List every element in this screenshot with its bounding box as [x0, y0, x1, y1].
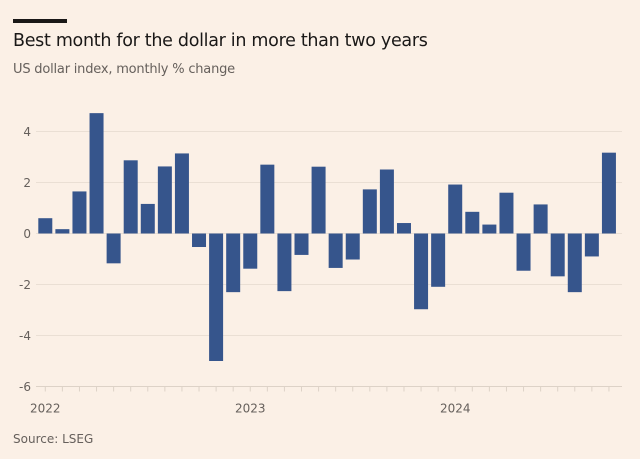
- bar-2023-02: [260, 164, 275, 234]
- bar-2023-01: [243, 233, 258, 269]
- y-tick-label: -2: [19, 278, 31, 292]
- y-tick-label: -4: [19, 329, 31, 343]
- bar-2022-06: [123, 160, 138, 234]
- bar-2022-03: [72, 191, 87, 234]
- bar-2023-12: [431, 233, 446, 287]
- y-tick-label: 2: [23, 176, 31, 190]
- bar-2024-10: [601, 152, 616, 234]
- bar-2022-02: [55, 229, 70, 234]
- bar-2024-09: [584, 233, 599, 257]
- bar-2024-04: [499, 192, 514, 234]
- bar-2023-11: [414, 233, 429, 310]
- bar-2023-07: [345, 233, 360, 260]
- bars: [38, 113, 616, 361]
- bar-2022-12: [226, 233, 241, 293]
- header-rule: [13, 19, 67, 23]
- y-tick-label: -6: [19, 380, 31, 394]
- bar-2024-01: [448, 184, 463, 234]
- bar-2022-10: [192, 233, 207, 248]
- chart-title: Best month for the dollar in more than t…: [13, 31, 428, 51]
- y-axis-labels: 4 2 0 -2 -4 -6: [19, 125, 31, 394]
- bar-2022-09: [174, 153, 189, 234]
- bar-2024-03: [482, 224, 497, 234]
- y-tick-label: 4: [23, 125, 31, 139]
- bar-2023-05: [311, 166, 326, 234]
- bar-2023-03: [277, 233, 292, 292]
- bar-2023-06: [328, 233, 343, 268]
- bar-2024-02: [465, 211, 480, 234]
- bar-2024-08: [567, 233, 582, 293]
- bar-2022-11: [209, 233, 224, 361]
- bar-2023-04: [294, 233, 309, 255]
- bar-2022-08: [157, 166, 172, 234]
- source-note: Source: LSEG: [13, 432, 94, 446]
- bar-2024-06: [533, 204, 548, 234]
- bar-2022-04: [89, 113, 104, 234]
- x-tick-label: 2023: [235, 402, 266, 416]
- bar-2023-09: [379, 169, 394, 234]
- bar-2023-10: [396, 223, 411, 234]
- bar-2023-08: [362, 189, 377, 234]
- x-axis: 2022 2023 2024: [30, 386, 610, 416]
- x-tick-label: 2024: [440, 402, 471, 416]
- chart-subtitle: US dollar index, monthly % change: [13, 62, 235, 77]
- x-tick-label: 2022: [30, 402, 61, 416]
- bar-2024-07: [550, 233, 565, 277]
- bar-2022-07: [140, 203, 155, 234]
- bar-2024-05: [516, 233, 531, 271]
- bar-2022-05: [106, 233, 121, 264]
- y-tick-label: 0: [23, 227, 31, 241]
- bar-2022-01: [38, 218, 53, 234]
